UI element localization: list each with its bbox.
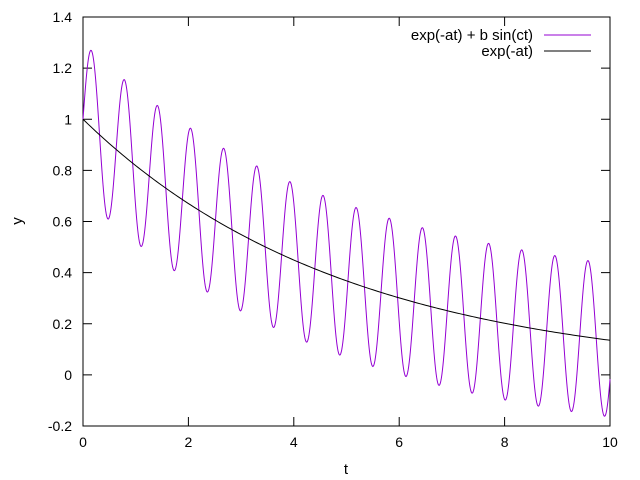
series-line-1 (82, 118, 611, 341)
series-layer (82, 49, 611, 417)
x-tick-label: 8 (501, 434, 509, 450)
y-tick-label: 1.2 (53, 60, 73, 76)
y-tick-label: 0.2 (53, 316, 73, 332)
y-tick-label: 0 (64, 367, 72, 383)
legend: exp(-at) + b sin(ct)exp(-at) (411, 27, 591, 60)
y-tick-label: -0.2 (48, 418, 72, 434)
series-line-0 (82, 49, 611, 417)
tick-labels-layer: 0 2 4 6 8 10 -0.2 0 0.2 0.4 0.6 0.8 1 1.2 1.4 (48, 9, 618, 450)
x-tick-label: 6 (395, 434, 403, 450)
x-tick-label: 4 (290, 434, 298, 450)
legend-label-1: exp(-at) (481, 43, 533, 60)
x-tick-label: 10 (602, 434, 618, 450)
plot-frame (82, 16, 611, 427)
x-axis-label: t (344, 461, 349, 478)
ticks-layer (82, 16, 611, 427)
legend-label-0: exp(-at) + b sin(ct) (411, 27, 533, 44)
y-tick-label: 0.8 (53, 162, 73, 178)
y-tick-label: 1.4 (53, 9, 73, 25)
y-tick-label: 0.6 (53, 214, 73, 230)
y-tick-label: 0.4 (53, 265, 73, 281)
y-axis-label: y (9, 217, 26, 225)
x-tick-label: 0 (79, 434, 87, 450)
y-tick-label: 1 (64, 111, 72, 127)
x-tick-label: 2 (185, 434, 193, 450)
